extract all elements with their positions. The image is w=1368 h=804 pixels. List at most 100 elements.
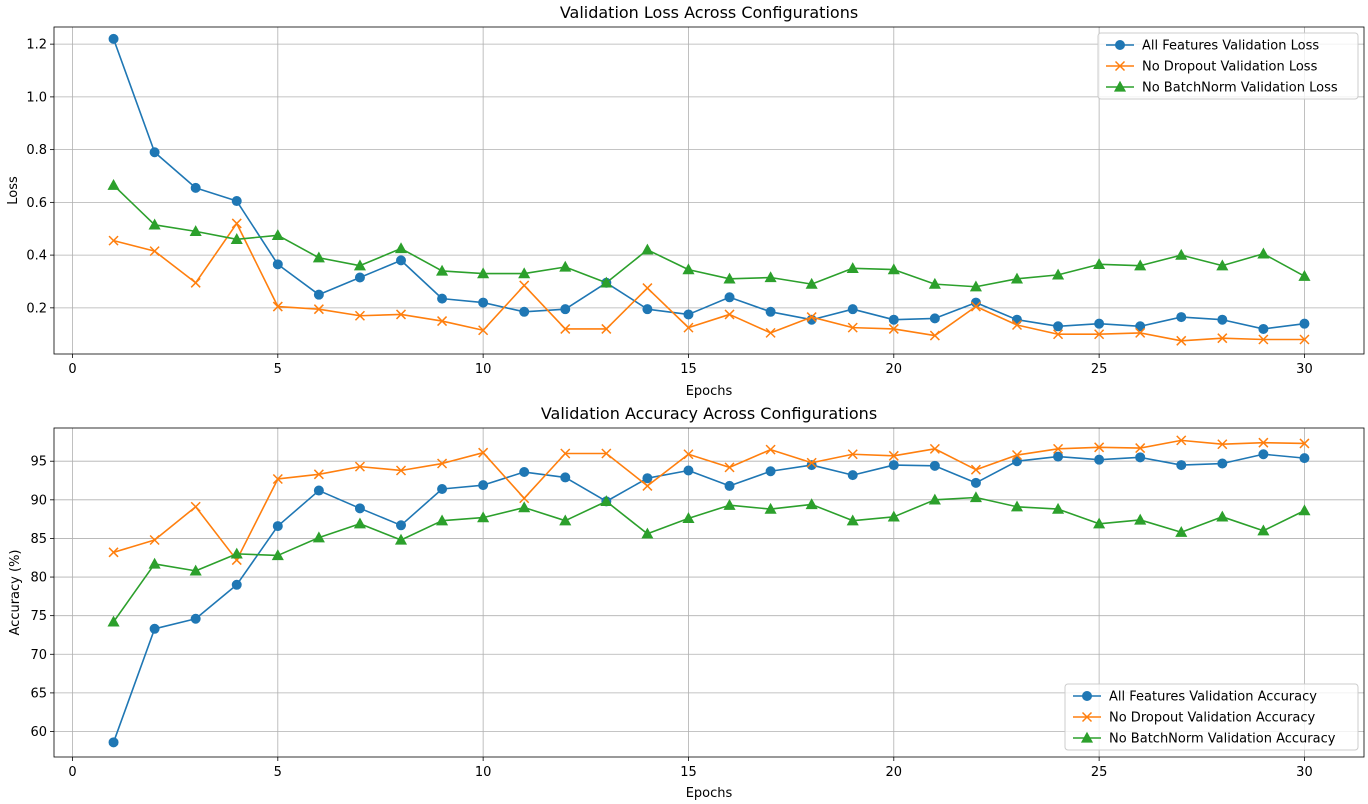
panel-1-series-all-features-validation-loss-point [437,293,448,304]
panel-1-series-no-dropout-validation-loss-point-stroke-b [1094,329,1105,340]
panel-2-ytick-label: 60 [30,725,47,740]
panel-1-axes-frame [53,26,1365,355]
panel-1-xtick-label: 25 [1091,362,1108,377]
panel-2-series-no-batchnorm-validation-accuracy-point [600,495,613,507]
panel-1-series-no-batchnorm-validation-loss-point [764,271,777,283]
panel-1-legend-item-no-batchnorm-validation-loss: No BatchNorm Validation Loss [1106,81,1338,96]
panel-1-legend: All Features Validation Loss No Dropout V… [1097,32,1359,100]
panel-2-ytick-label: 85 [30,532,47,547]
panel-2-series-no-dropout-validation-accuracy [108,435,1310,566]
panel-2-series-no-batchnorm-validation-accuracy [107,491,1311,627]
panel-2-series-no-dropout-validation-accuracy-point-stroke-b [806,457,817,468]
panel-1-series-no-batchnorm-validation-loss-point [1093,258,1106,269]
panel-2-series-no-batchnorm-validation-accuracy-point [764,502,777,514]
panel-2-grid [54,428,1364,757]
panel-2-series-all-features-validation-accuracy-point [929,460,940,471]
panel-1-series-no-batchnorm-validation-loss-point [600,276,613,288]
panel-2-series-no-dropout-validation-accuracy-point-stroke-b [683,449,694,460]
panel-1-series-no-dropout-validation-loss-point [560,323,571,334]
panel-1-series-no-dropout-validation-loss-point [1053,329,1064,340]
panel-2-xtick-label: 15 [680,765,697,780]
panel-2-series-no-dropout-validation-accuracy-point-stroke-b [272,473,283,485]
panel-2-series-all-features-validation-accuracy-point [149,623,160,634]
panel-2-series-all-features-validation-accuracy-point [970,477,981,488]
panel-2-series-no-dropout-validation-accuracy-point [1299,438,1310,449]
panel-1-series-no-dropout-validation-loss-point [1176,335,1187,346]
panel-2-series-no-dropout-validation-accuracy-point-stroke-b [847,449,858,460]
panel-2-series-no-dropout-validation-accuracy-point-stroke-b [1053,443,1064,454]
panel-1-series-no-batchnorm-validation-loss-point [518,267,531,279]
panel-2-series-no-batchnorm-validation-accuracy-point [477,511,490,523]
panel-1-series-all-features-validation-loss-point [1217,314,1228,325]
panel-1-series-no-dropout-validation-loss-point [806,312,817,323]
panel-1-ylabel: Loss [6,176,21,205]
panel-2-series-no-dropout-validation-accuracy-line [113,439,1305,561]
panel-1-series-no-batchnorm-validation-loss-point [148,218,161,230]
panel-1-xlabel: Epochs [686,384,733,399]
panel-2-series-no-batchnorm-validation-accuracy-point [271,549,284,561]
panel-2-series-no-dropout-validation-accuracy-point [560,448,571,459]
panel-1-series-all-features-validation-loss-point [190,182,201,193]
panel-2-series-no-dropout-validation-accuracy-point [519,493,530,504]
panel-2-xtick-label: 0 [68,765,76,780]
panel-2-series-no-dropout-validation-accuracy-point-stroke-b [519,493,530,504]
panel-2-series-no-batchnorm-validation-accuracy-point [1052,502,1065,514]
panel-2-series-no-dropout-validation-accuracy-point [1135,443,1146,454]
panel-2-series-no-dropout-validation-accuracy-point [149,534,160,546]
panel-1-legend-item-all-features-validation-loss-marker [1115,40,1125,50]
panel-1-series-no-dropout-validation-loss-point-stroke-b [272,301,283,312]
panel-2-series-no-dropout-validation-accuracy-point-stroke-b [1011,450,1023,461]
panel-2-series-no-batchnorm-validation-accuracy-point [928,493,941,505]
panel-2-series-no-dropout-validation-accuracy-point-stroke-b [724,462,735,473]
panel-2-series-all-features-validation-accuracy-point [313,485,324,496]
panel-1-series-no-batchnorm-validation-loss-point [107,178,120,190]
panel-2-legend-item-no-batchnorm-validation-accuracy: No BatchNorm Validation Accuracy [1073,732,1336,747]
panel-2-series-no-dropout-validation-accuracy-point [683,449,694,460]
panel-2-series-no-dropout-validation-accuracy-point [395,465,407,476]
panel-2-series-no-batchnorm-validation-accuracy-point [148,557,161,569]
panel-1: 0 5 10 15 20 25 30 0.2 0.4 0.6 0.8 1.0 1.2 Validation… [6,3,1365,399]
panel-2-series-no-dropout-validation-accuracy-point-stroke-b [1094,442,1105,453]
panel-2-xtick-label: 30 [1296,765,1313,780]
panel-2-series-no-dropout-validation-accuracy-point-stroke-b [560,448,571,459]
panel-1-series-no-dropout-validation-loss-point-stroke-b [970,301,981,312]
panel-2-series-all-features-validation-accuracy-point [888,460,899,471]
panel-1-series-all-features-validation-loss-point [149,147,160,158]
panel-1-series-no-dropout-validation-loss-point-stroke-b [354,310,365,321]
panel-2-series-no-dropout-validation-accuracy-point [806,457,817,468]
panel-2-series-no-dropout-validation-accuracy-point [478,447,489,458]
panel-1-series-no-dropout-validation-loss-point [970,301,981,312]
panel-1-ytick-label: 0.2 [26,301,47,316]
panel-1-series-no-dropout-validation-loss-point [765,327,776,338]
panel-2-series-no-dropout-validation-accuracy-point [888,450,899,461]
panel-2-legend-box [1064,683,1359,751]
panel-2-series-no-dropout-validation-accuracy-point [1258,437,1269,448]
panel-1-ytick-label: 0.6 [26,196,47,211]
panel-1-series-no-dropout-validation-loss-point [1299,334,1310,345]
panel-1-series-no-batchnorm-validation-loss-point [846,262,859,273]
panel-1-series-all-features-validation-loss-point [724,292,735,303]
panel-1-series-all-features-validation-loss-point [1176,312,1187,323]
panel-1-legend-item-no-batchnorm-validation-loss-label: No BatchNorm Validation Loss [1142,81,1338,96]
panel-1-series-no-dropout-validation-loss-point-stroke-b [108,235,119,246]
panel-2-series-no-batchnorm-validation-accuracy-point [1257,524,1270,536]
panel-1-legend-box [1097,32,1359,100]
panel-2-series-no-batchnorm-validation-accuracy-point [682,512,695,524]
panel-2-series-no-dropout-validation-accuracy-point [847,449,858,460]
panel-2-series-no-dropout-validation-accuracy-point-stroke-b [149,534,160,546]
panel-2-series-no-dropout-validation-accuracy-point-stroke-b [1258,437,1269,448]
panel-2-series-all-features-validation-accuracy-point [683,465,694,476]
panel-1-series-no-batchnorm-validation-loss-point [230,233,243,244]
panel-1-legend-item-no-dropout-validation-loss-label: No Dropout Validation Loss [1142,60,1318,75]
panel-2-series-all-features-validation-accuracy-point [1258,449,1269,460]
panel-1-series-no-batchnorm-validation-loss-point [723,272,736,284]
panel-1-series-all-features-validation-loss-point [1053,321,1064,332]
panel-2-series-all-features-validation-accuracy-point [190,613,201,624]
panel-1-series-no-dropout-validation-loss-point [190,277,201,288]
panel-1-series-no-dropout-validation-loss-point-stroke-b [929,330,940,341]
panel-2-ytick-label: 75 [30,609,47,624]
panel-2-series-no-dropout-validation-accuracy-point-stroke-b [478,447,489,458]
panel-1-series-no-dropout-validation-loss-point-stroke-b [231,218,242,229]
panel-2-legend-item-all-features-validation-accuracy-marker [1082,691,1092,701]
